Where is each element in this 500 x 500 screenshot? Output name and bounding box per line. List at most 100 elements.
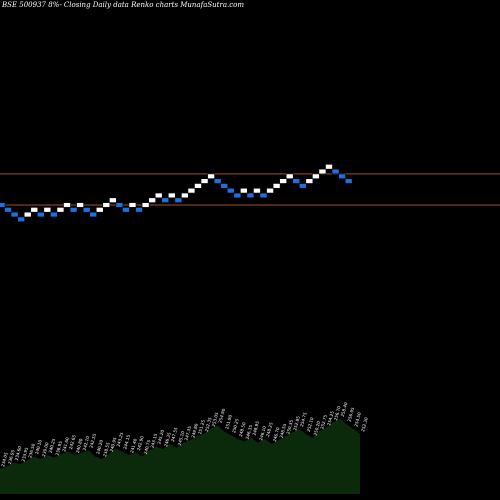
volume-label: 252.30 (360, 416, 369, 432)
volume-label: 238.55 (102, 441, 111, 457)
volume-label: 245.10 (177, 430, 186, 446)
volume-label: 246.35 (163, 431, 172, 447)
up-brick (148, 197, 156, 203)
volume-label: 250.25 (231, 418, 240, 434)
down-brick (82, 207, 91, 213)
up-brick (56, 207, 65, 213)
volume-label: 241.40 (129, 438, 138, 454)
volume-label: 240.80 (75, 438, 84, 454)
up-brick (200, 178, 209, 184)
down-brick (220, 183, 228, 189)
up-brick (30, 207, 39, 213)
down-brick (69, 207, 78, 213)
up-brick (181, 192, 189, 199)
volume-label: 234.60 (14, 445, 23, 461)
volume-label: 242.65 (68, 434, 77, 450)
volume-label: 253.05 (211, 411, 220, 427)
volume-label: 240.95 (109, 436, 118, 452)
volume-label: 240.25 (48, 438, 57, 454)
down-brick (344, 178, 353, 184)
volume-label: 236.50 (27, 443, 36, 459)
down-brick (233, 192, 242, 199)
volume-label: 247.35 (184, 425, 193, 441)
down-brick (89, 211, 97, 218)
volume-label: 248.95 (251, 420, 260, 436)
up-brick (43, 207, 52, 213)
up-brick (266, 187, 274, 194)
volume-label: 246.35 (245, 424, 254, 440)
volume-label: 250.20 (313, 420, 322, 436)
down-brick (4, 207, 12, 213)
volume-label: 256.70 (333, 405, 342, 421)
down-brick (36, 211, 45, 218)
up-brick (141, 202, 150, 208)
up-brick (253, 187, 261, 194)
up-brick (285, 173, 294, 179)
down-brick (292, 178, 301, 184)
volume-label: 251.25 (197, 419, 206, 435)
up-brick (168, 192, 176, 199)
volume-label: 240.20 (95, 439, 104, 455)
down-brick (246, 192, 255, 199)
down-brick (10, 211, 19, 218)
volume-label: 233.95 (21, 446, 30, 462)
up-brick (194, 183, 202, 189)
down-brick (161, 197, 170, 203)
down-brick (226, 187, 235, 194)
volume-label: 248.55 (279, 423, 288, 439)
volume-label: 239.00 (41, 441, 50, 457)
volume-label: 250.35 (285, 419, 294, 435)
volume-label: 240.75 (143, 439, 152, 455)
up-brick (187, 187, 196, 194)
down-brick (135, 207, 143, 213)
down-brick (122, 207, 130, 213)
up-brick (272, 183, 281, 189)
down-brick (259, 192, 268, 199)
volume-label: 245.20 (156, 429, 165, 445)
up-brick (63, 202, 71, 208)
volume-label: 252.10 (306, 416, 315, 432)
volume-label: 256.95 (347, 406, 356, 422)
volume-label: 252.35 (204, 416, 213, 432)
volume-label: 252.75 (319, 414, 328, 430)
volume-label: 254.75 (299, 411, 308, 427)
down-brick (213, 178, 222, 184)
volume-label: 246.10 (258, 425, 267, 441)
up-brick (312, 173, 320, 179)
volume-label: 247.55 (170, 426, 179, 442)
up-brick (23, 211, 32, 218)
up-brick (95, 207, 104, 213)
volume-label: 249.80 (190, 423, 199, 439)
up-brick (240, 187, 248, 194)
down-brick (331, 168, 340, 175)
volume-area (0, 419, 360, 494)
volume-label: 243.15 (150, 433, 159, 449)
volume-label: 242.10 (82, 435, 91, 451)
down-brick (0, 202, 6, 208)
volume-label: 252.85 (292, 415, 301, 431)
volume-label: 241.60 (61, 436, 70, 452)
up-brick (325, 164, 333, 170)
down-brick (298, 183, 307, 189)
up-brick (76, 202, 84, 208)
volume-label: 254.90 (217, 408, 226, 424)
up-brick (128, 202, 137, 208)
volume-label: 238.95 (54, 440, 63, 456)
up-brick (154, 192, 163, 199)
volume-label: 248.50 (238, 421, 247, 437)
down-brick (17, 216, 25, 223)
up-brick (318, 168, 327, 175)
volume-label: 254.50 (353, 411, 362, 427)
up-brick (279, 178, 287, 184)
volume-label: 236.95 (7, 449, 16, 465)
volume-label: 234.05 (0, 451, 9, 467)
up-brick (109, 197, 117, 203)
down-brick (338, 173, 346, 179)
down-brick (50, 211, 58, 218)
volume-label: 248.25 (265, 421, 274, 437)
volume-label: 242.55 (88, 433, 97, 449)
volume-label: 244.15 (122, 434, 131, 450)
up-brick (305, 178, 314, 184)
